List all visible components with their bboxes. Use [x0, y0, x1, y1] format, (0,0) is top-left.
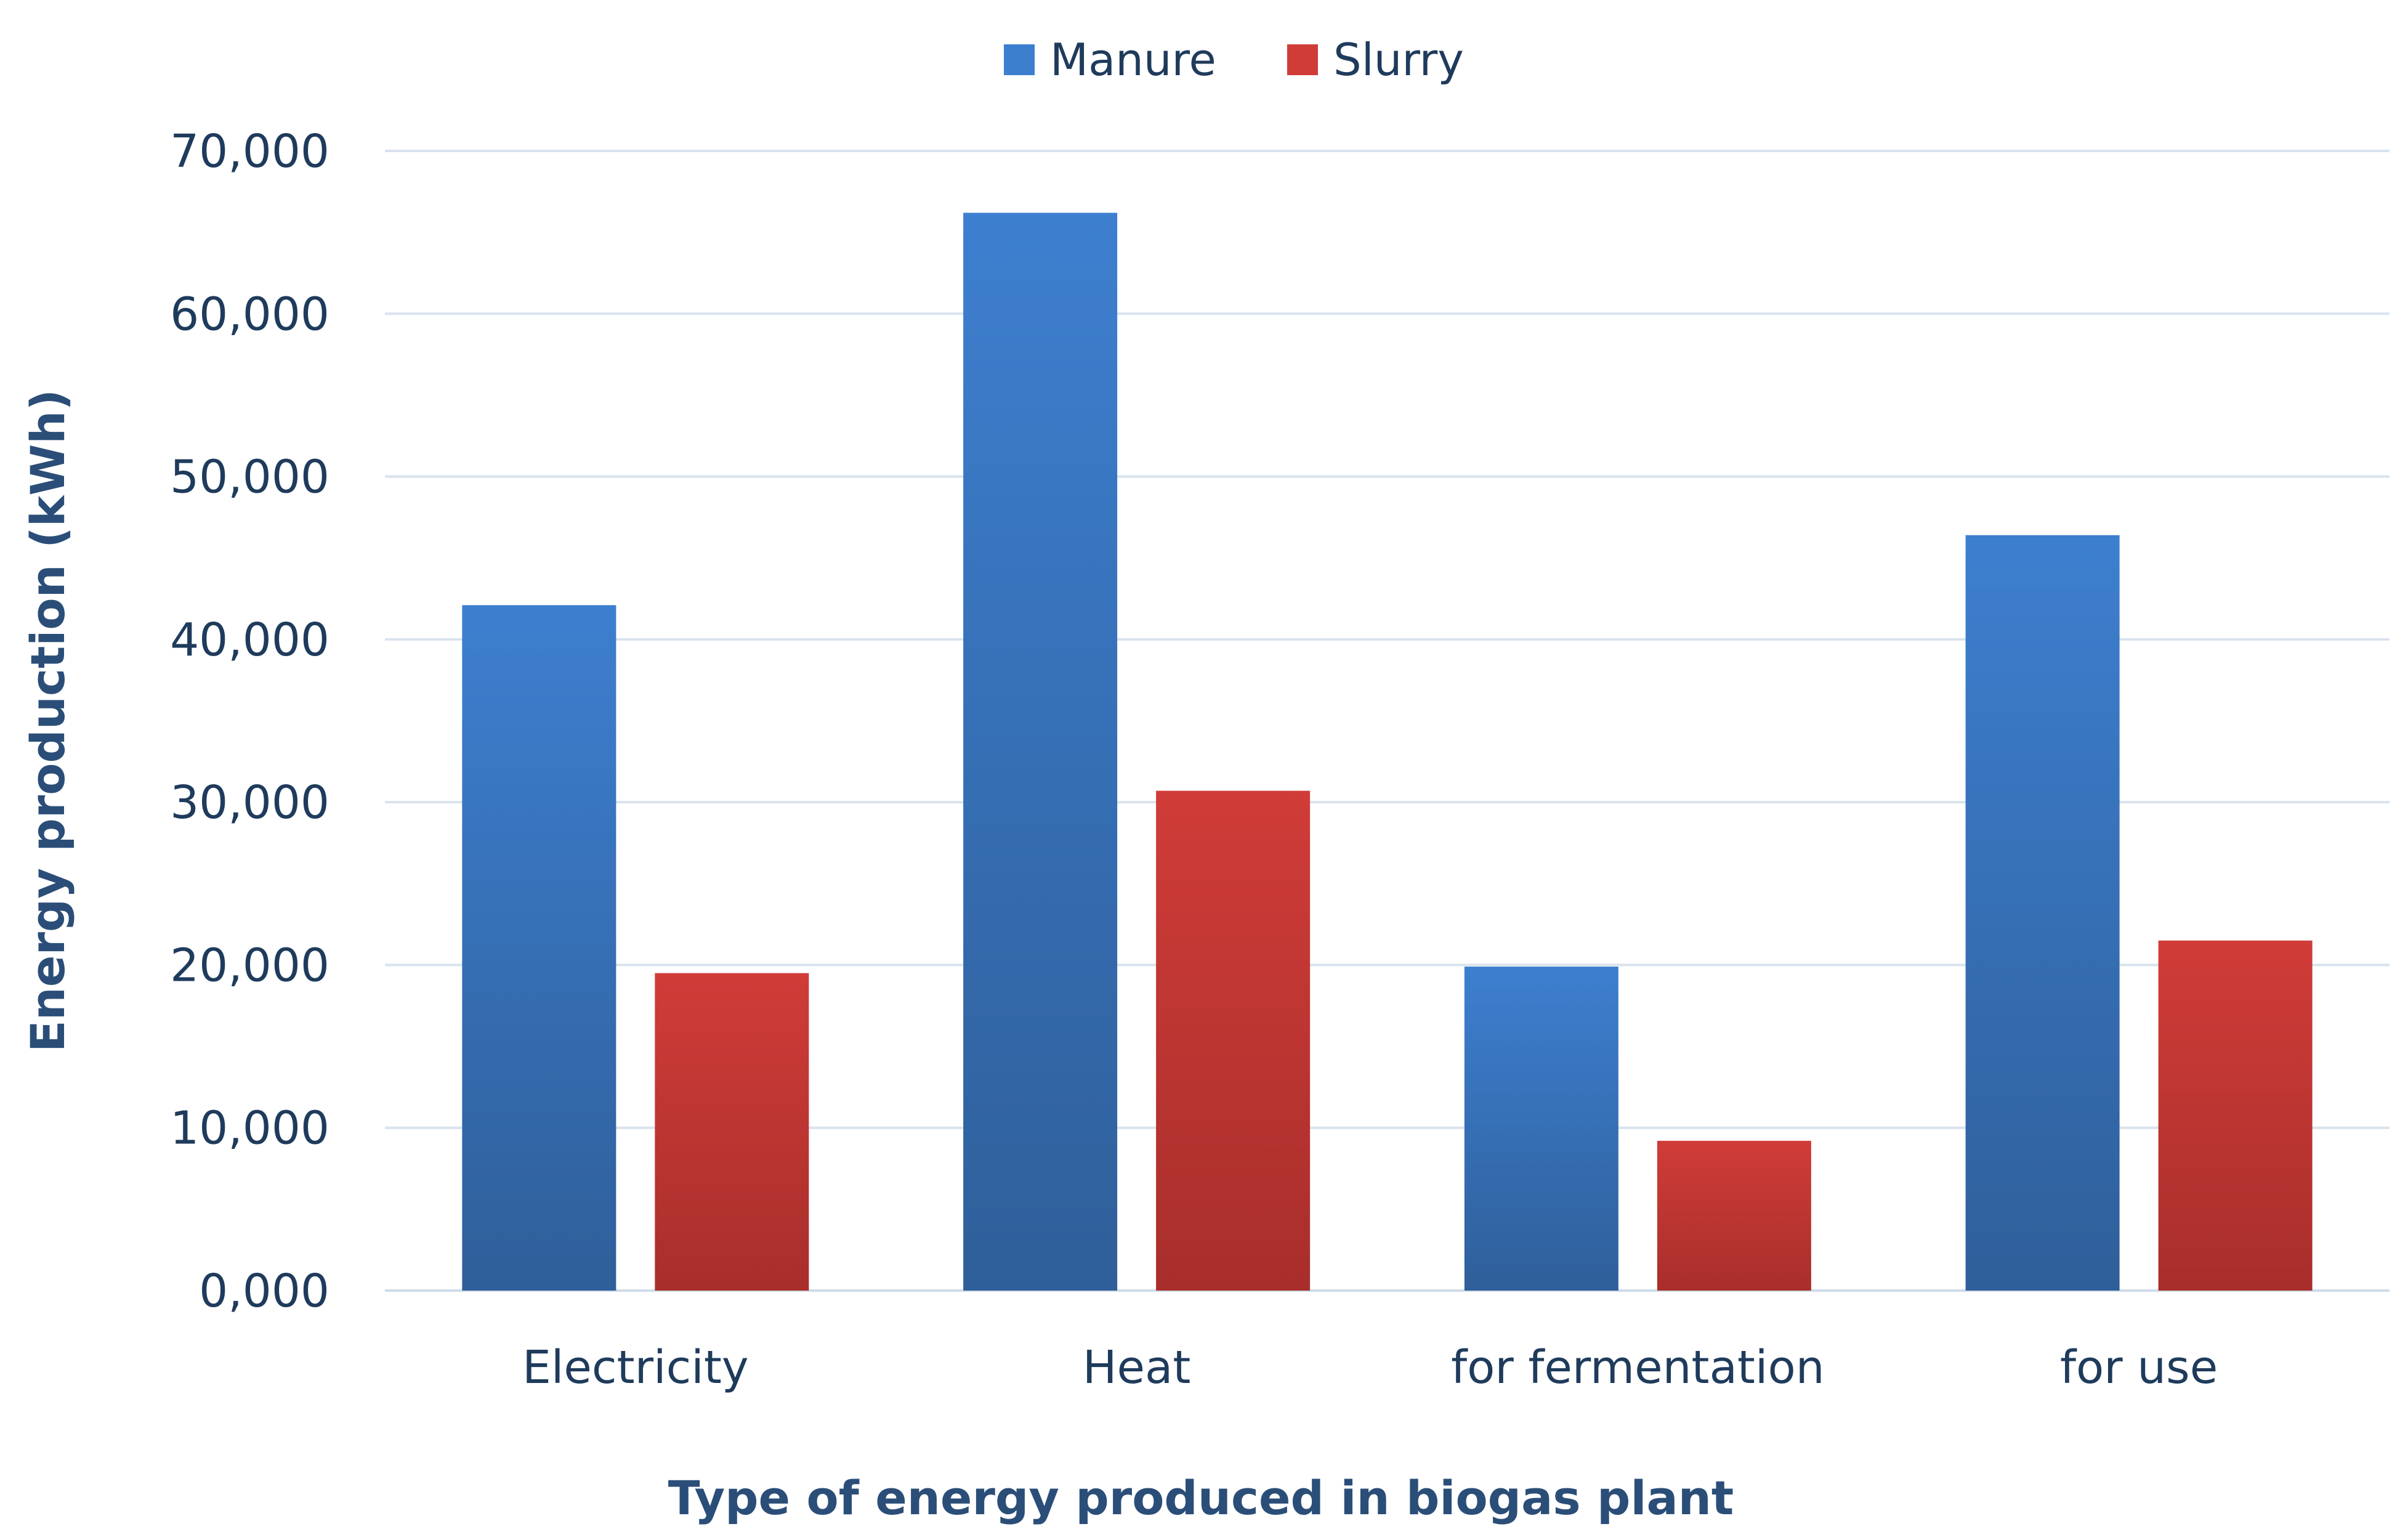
- legend-swatch-manure: [1004, 44, 1035, 75]
- y-tick-label: 0,000: [199, 1265, 329, 1318]
- bars: [462, 213, 2313, 1291]
- legend-label-manure: Manure: [1050, 34, 1216, 86]
- y-tick-label: 60,000: [170, 288, 329, 341]
- bar-manure-electricity: [462, 605, 616, 1291]
- y-tick-label: 30,000: [170, 776, 329, 829]
- bar-manure-for-use: [1965, 535, 2120, 1291]
- y-tick-label: 70,000: [170, 125, 329, 178]
- y-tick-label: 10,000: [170, 1102, 329, 1155]
- legend-swatch-slurry: [1287, 44, 1318, 75]
- legend-label-slurry: Slurry: [1333, 34, 1464, 86]
- legend: Manure Slurry: [1004, 34, 1464, 86]
- x-axis-categories: Electricity Heat for fermentation for use: [522, 1341, 2218, 1394]
- bar-slurry-heat: [1156, 790, 1311, 1291]
- bar-manure-for-fermentation: [1464, 967, 1618, 1291]
- x-category-label: Heat: [1083, 1341, 1191, 1394]
- y-tick-label: 20,000: [170, 939, 329, 992]
- bar-manure-heat: [963, 213, 1118, 1291]
- x-category-label: for fermentation: [1451, 1341, 1825, 1394]
- x-category-label: Electricity: [522, 1341, 749, 1394]
- y-axis-ticks: 0,000 10,000 20,000 30,000 40,000 50,000 60,00…: [170, 125, 329, 1318]
- bar-slurry-electricity: [655, 973, 809, 1291]
- bar-slurry-for-use: [2158, 940, 2313, 1291]
- y-axis-title: Energy production (kWh): [20, 389, 75, 1052]
- x-axis-title: Type of energy produced in biogas plant: [668, 1470, 1734, 1525]
- y-tick-label: 50,000: [170, 451, 329, 504]
- bar-slurry-for-fermentation: [1657, 1140, 1811, 1291]
- x-category-label: for use: [2060, 1341, 2218, 1394]
- y-tick-label: 40,000: [170, 614, 329, 667]
